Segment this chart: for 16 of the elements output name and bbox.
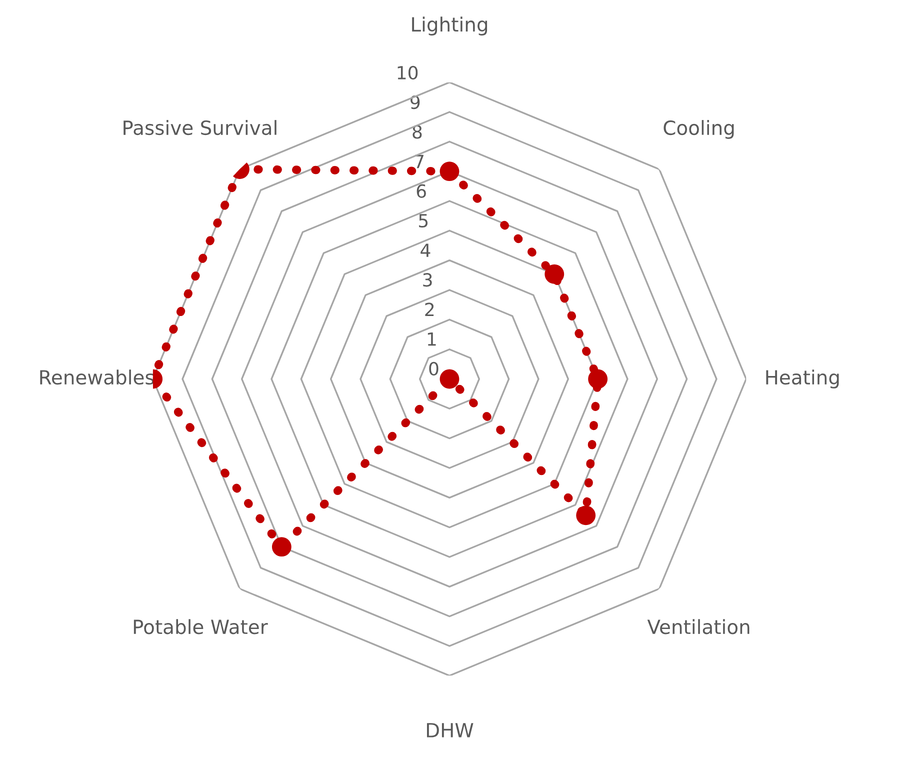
- y-tick-label: 3: [423, 273, 432, 287]
- spoke-label: Passive Survival: [124, 120, 276, 136]
- spoke-label: Potable Water: [134, 619, 268, 634]
- y-tick-label: 5: [419, 214, 428, 228]
- spoke-label: Renewables: [40, 370, 154, 385]
- y-tick-label: 10: [398, 66, 418, 80]
- spoke-label: Cooling: [664, 120, 734, 139]
- y-tick-label: 0: [429, 362, 438, 376]
- y-tick-label: 2: [425, 302, 434, 316]
- y-tick-label: 4: [420, 244, 430, 257]
- y-tick-label: 6: [416, 184, 426, 198]
- spoke-label: Lighting: [412, 16, 488, 36]
- spoke-label: DHW: [427, 723, 474, 738]
- spoke-label: Ventilation: [647, 619, 750, 634]
- y-tick-label: 1: [428, 332, 436, 346]
- spoke-label: Heating: [766, 370, 839, 388]
